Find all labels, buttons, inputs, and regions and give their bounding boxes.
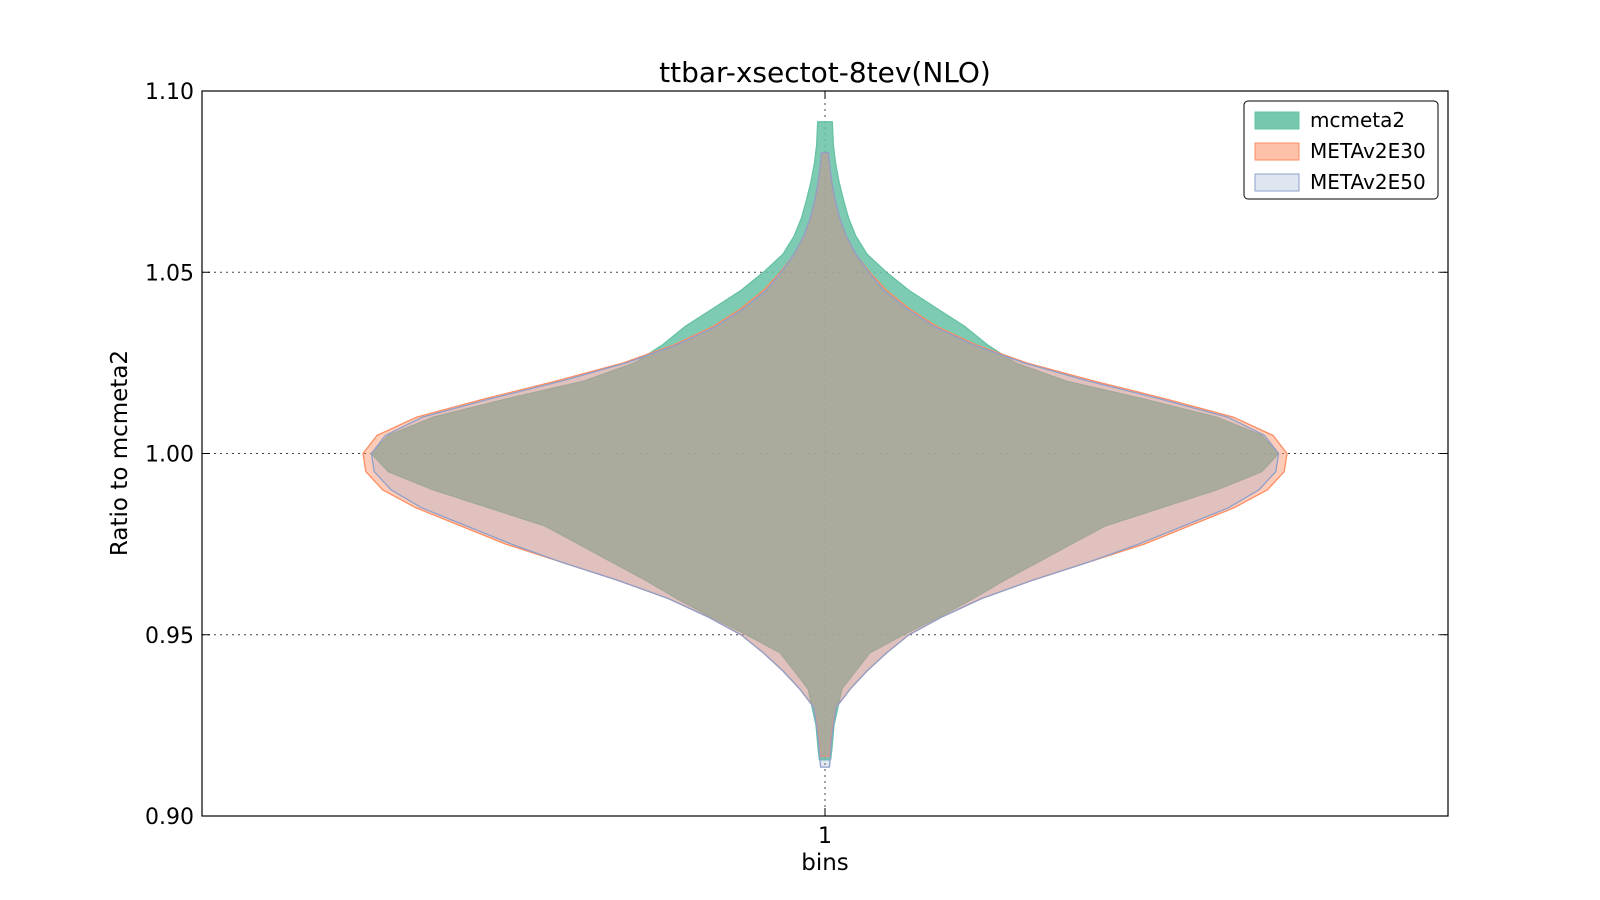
x-tick-label: 1 bbox=[818, 824, 832, 849]
x-axis-label: bins bbox=[801, 850, 849, 876]
y-tick-label: 0.95 bbox=[145, 624, 194, 649]
y-axis-label: Ratio to mcmeta2 bbox=[107, 350, 133, 556]
legend-swatch bbox=[1254, 142, 1300, 161]
violin-layer bbox=[362, 121, 1288, 768]
legend-swatch bbox=[1254, 111, 1300, 130]
legend-swatch bbox=[1254, 173, 1300, 192]
tick-layer: 0.90 0.95 1.00 1.05 1.10 1 bbox=[145, 80, 1448, 849]
violin-mcmeta2 bbox=[370, 121, 1280, 761]
legend: mcmeta2 METAv2E30 METAv2E50 bbox=[1243, 100, 1439, 200]
y-tick-label: 1.10 bbox=[145, 80, 194, 105]
y-tick-label: 1.05 bbox=[145, 261, 194, 286]
chart-title: ttbar-xsectot-8tev(NLO) bbox=[659, 56, 991, 89]
y-tick-label: 0.90 bbox=[145, 805, 194, 830]
legend-label: METAv2E50 bbox=[1310, 170, 1426, 194]
legend-label: METAv2E30 bbox=[1310, 139, 1426, 163]
violin-METAv2E50 bbox=[370, 151, 1280, 768]
y-tick-label: 1.00 bbox=[145, 443, 194, 468]
legend-label: mcmeta2 bbox=[1310, 108, 1405, 132]
